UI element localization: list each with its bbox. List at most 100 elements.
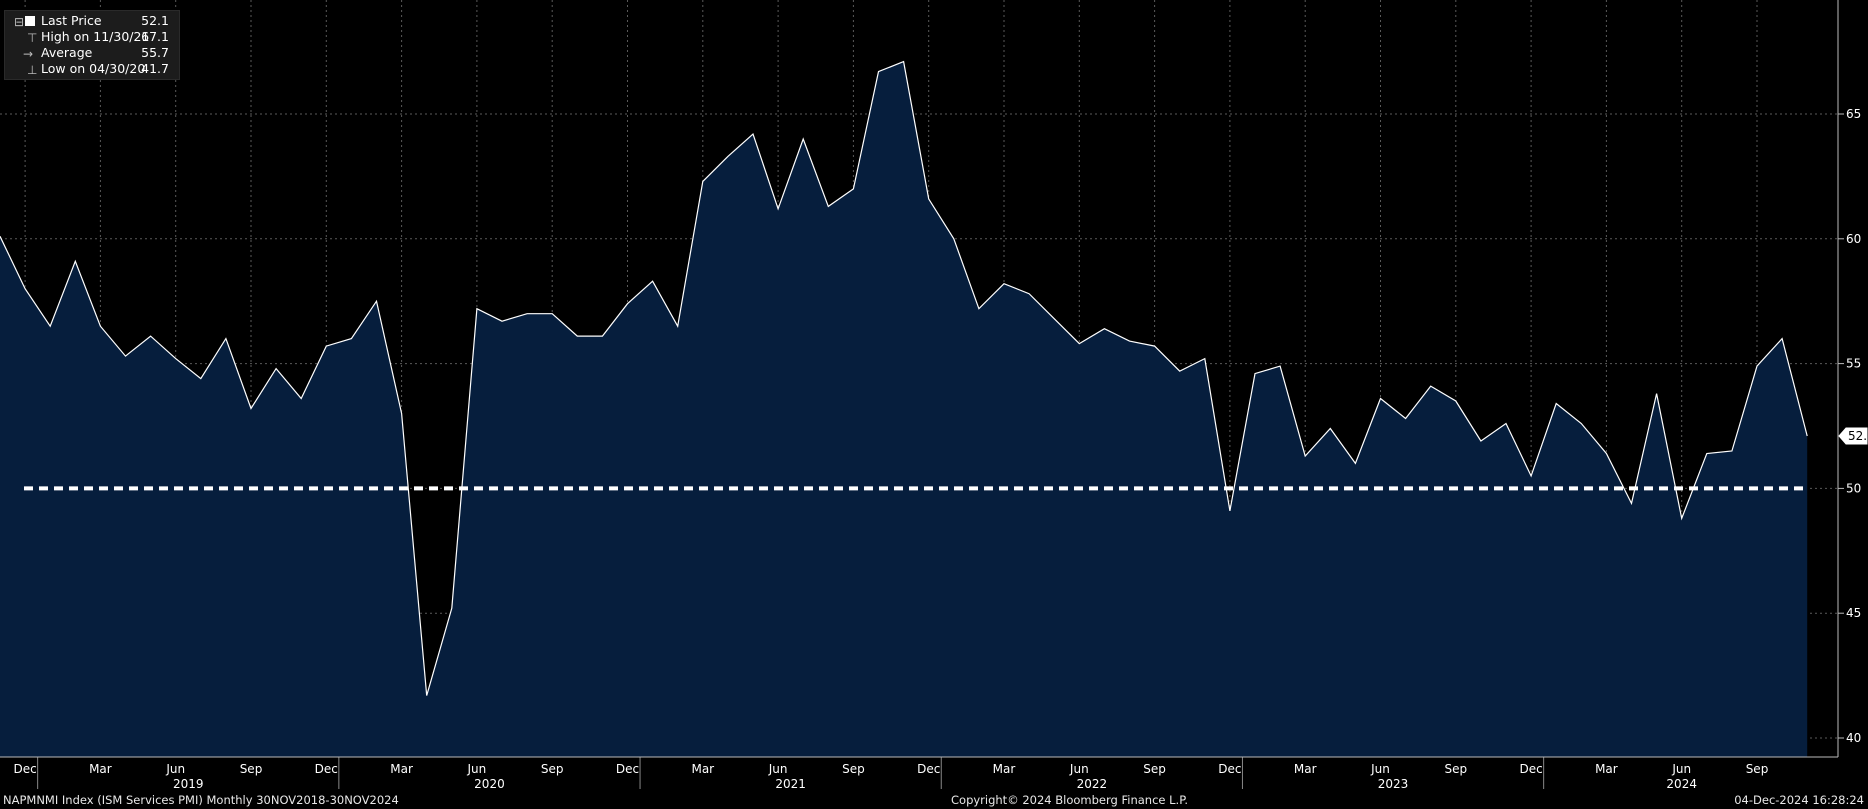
data-point-2020-09 [551, 313, 553, 315]
low-marker-icon: ⊥ [27, 63, 38, 77]
data-point-2021-05 [752, 133, 754, 135]
data-point-2023-08 [1430, 385, 1432, 387]
xtick-month-2020-03: Mar [390, 762, 413, 776]
data-point-2024-05 [1655, 392, 1657, 394]
data-point-2021-06 [777, 208, 779, 210]
legend-item-average: → Average 55.7 [23, 45, 169, 61]
data-point-2024-04 [1630, 502, 1632, 504]
data-point-2023-06 [1379, 397, 1381, 399]
data-point-2023-11 [1505, 422, 1507, 424]
ytick-label-65: 65 [1846, 107, 1861, 121]
xtick-month-2023-06: Jun [1370, 762, 1390, 776]
data-point-2020-11 [601, 335, 603, 337]
ytick-label-40: 40 [1846, 731, 1861, 745]
data-point-2019-04 [124, 355, 126, 357]
xtick-month-2023-09: Sep [1444, 762, 1467, 776]
xtick-month-2024-09: Sep [1746, 762, 1769, 776]
data-point-2022-10 [1179, 370, 1181, 372]
xtick-month-2021-03: Mar [691, 762, 714, 776]
data-point-2020-07 [501, 320, 503, 322]
data-point-2019-11 [300, 397, 302, 399]
data-point-2023-02 [1279, 365, 1281, 367]
data-point-2019-09 [250, 407, 252, 409]
ytick-label-60: 60 [1846, 232, 1861, 246]
xtick-month-2019-12: Dec [315, 762, 338, 776]
data-point-2019-08 [225, 337, 227, 339]
data-point-2023-05 [1354, 462, 1356, 464]
data-point-2020-06 [476, 308, 478, 310]
data-point-2021-08 [827, 205, 829, 207]
xtick-year-2023: 2023 [1378, 777, 1409, 791]
data-point-2019-06 [175, 357, 177, 359]
data-point-2019-03 [99, 325, 101, 327]
data-point-2023-03 [1304, 455, 1306, 457]
data-point-2023-12 [1530, 475, 1532, 477]
xtick-month-2023-03: Mar [1294, 762, 1317, 776]
xtick-month-2022-09: Sep [1143, 762, 1166, 776]
axes: 40 45 50 55 60 65 Dec Mar Jun Sep Dec Mar Jun Sep Dec M… [0, 0, 1868, 791]
legend-item-last-price: ⊟ Last Price 52.1 [14, 13, 169, 29]
data-point-2020-05 [451, 607, 453, 609]
data-point-2023-01 [1254, 372, 1256, 374]
xtick-year-2024: 2024 [1666, 777, 1697, 791]
xtick-month-2024-03: Mar [1595, 762, 1618, 776]
data-point-2024-01 [1555, 402, 1557, 404]
xtick-month-2019-09: Sep [240, 762, 263, 776]
data-point-2020-12 [626, 303, 628, 305]
legend-swatch-square [25, 16, 35, 26]
data-point-2022-04 [1028, 293, 1030, 295]
data-point-2022-11 [1204, 357, 1206, 359]
data-point-2024-07 [1706, 452, 1708, 454]
xtick-year-2019: 2019 [173, 777, 204, 791]
legend-collapse-icon[interactable]: ⊟ [14, 15, 25, 29]
xtick-month-2021-12: Dec [917, 762, 940, 776]
data-point-2021-01 [651, 280, 653, 282]
xtick-year-2020: 2020 [474, 777, 505, 791]
legend-box: ⊟ Last Price 52.1 ⊤ High on 11/30/21 67.… [4, 10, 180, 80]
data-point-2020-08 [526, 313, 528, 315]
data-point-2021-02 [677, 325, 679, 327]
data-point-2022-07 [1103, 328, 1105, 330]
data-point-2020-10 [576, 335, 578, 337]
data-point-2019-05 [149, 335, 151, 337]
footer-ticker: NAPMNMI Index (ISM Services PMI) Monthly… [3, 793, 399, 807]
data-point-2024-06 [1681, 517, 1683, 519]
legend-item-low: ⊥ Low on 04/30/20 41.7 [27, 61, 169, 77]
xtick-month-2022-06: Jun [1069, 762, 1089, 776]
data-point-2024-03 [1605, 452, 1607, 454]
data-point-2024-11 [1806, 435, 1808, 437]
ytick-label-50: 50 [1846, 481, 1861, 495]
data-point-2019-10 [275, 367, 277, 369]
data-point-2020-04 [426, 694, 428, 696]
ytick-label-45: 45 [1846, 606, 1861, 620]
data-point-2022-05 [1053, 318, 1055, 320]
data-point-2024-09 [1756, 365, 1758, 367]
xtick-month-2020-09: Sep [541, 762, 564, 776]
data-point-2023-10 [1480, 440, 1482, 442]
data-point-2022-02 [978, 308, 980, 310]
data-point-2020-01 [350, 337, 352, 339]
footer-copyright: Copyright© 2024 Bloomberg Finance L.P. [951, 793, 1188, 807]
data-point-2022-03 [1003, 283, 1005, 285]
data-point-2022-12 [1229, 510, 1231, 512]
area-fill [0, 61, 1808, 758]
data-point-2021-07 [802, 138, 804, 140]
line-series-last-price [0, 60, 1808, 696]
data-point-2020-03 [400, 412, 402, 414]
legend-item-high: ⊤ High on 11/30/21 67.1 [27, 29, 169, 45]
data-point-2022-01 [953, 238, 955, 240]
xtick-month-2024-06: Jun [1671, 762, 1691, 776]
data-point-2021-03 [702, 180, 704, 182]
xtick-month-2018-12: Dec [13, 762, 36, 776]
data-point-2019-07 [200, 377, 202, 379]
xtick-month-2020-06: Jun [467, 762, 487, 776]
price-line [0, 60, 1808, 696]
footer-timestamp: 04-Dec-2024 16:28:24 [1734, 793, 1864, 807]
xtick-month-2022-12: Dec [1218, 762, 1241, 776]
xtick-month-2019-06: Jun [165, 762, 185, 776]
data-point-2020-02 [375, 300, 377, 302]
data-point-2024-10 [1781, 337, 1783, 339]
data-point-2023-07 [1404, 417, 1406, 419]
average-marker-icon: → [23, 47, 34, 61]
